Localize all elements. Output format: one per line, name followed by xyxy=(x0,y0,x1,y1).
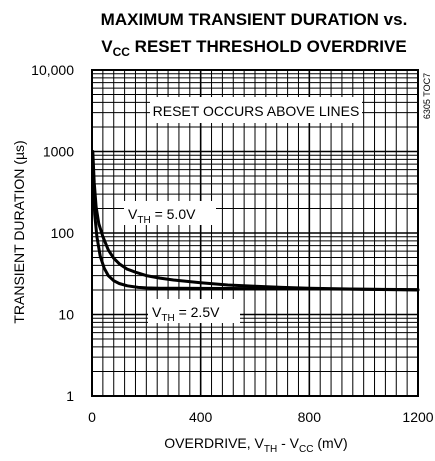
chart-code-watermark: 6305 TOC7 xyxy=(422,73,432,119)
series-label-2-sub: TH xyxy=(161,313,174,324)
series-label-bg-1 xyxy=(124,201,216,225)
y-axis-label: TRANSIENT DURATION (µs) xyxy=(11,140,27,323)
series-label-1-sub: TH xyxy=(137,215,150,226)
plot-frame xyxy=(91,69,419,397)
series-label-2-v: V xyxy=(152,304,162,320)
x-label-b: - V xyxy=(277,435,299,451)
chart-title-line2: VCC RESET THRESHOLD OVERDRIVE xyxy=(101,37,406,59)
title-rest: RESET THRESHOLD OVERDRIVE xyxy=(130,37,407,56)
x-tick-label: 800 xyxy=(298,409,322,425)
annotation-bg xyxy=(150,97,362,123)
series-group xyxy=(91,150,420,292)
tick-labels: 1 10 100 1000 10,000 0 400 800 1200 xyxy=(31,62,434,425)
title-v: V xyxy=(101,37,113,56)
x-tick-label: 400 xyxy=(189,409,213,425)
y-tick-label: 100 xyxy=(51,225,75,241)
x-label-c: (mV) xyxy=(313,435,347,451)
y-tick-label: 1 xyxy=(66,388,74,404)
series-label-1: VTH = 5.0V xyxy=(128,206,196,226)
chart-title-line1: MAXIMUM TRANSIENT DURATION vs. xyxy=(101,10,408,29)
y-tick-label: 1000 xyxy=(43,144,74,160)
x-tick-label: 1200 xyxy=(402,409,433,425)
series-label-bg-2 xyxy=(148,299,240,323)
title-sub: CC xyxy=(113,45,131,59)
y-tick-label: 10,000 xyxy=(31,62,74,78)
series-label-1-v: V xyxy=(128,206,138,222)
series-label-2: VTH = 2.5V xyxy=(152,304,220,324)
x-label-sub2: CC xyxy=(299,444,313,455)
annotation-text: RESET OCCURS ABOVE LINES xyxy=(153,103,360,119)
x-label-a: OVERDRIVE, V xyxy=(164,435,264,451)
series-label-1-rest: = 5.0V xyxy=(151,206,196,222)
series-label-2-rest: = 2.5V xyxy=(175,304,220,320)
x-tick-label: 0 xyxy=(88,409,96,425)
y-tick-label: 10 xyxy=(58,307,74,323)
series-line-2 xyxy=(91,150,420,292)
x-label-sub1: TH xyxy=(264,444,277,455)
x-axis-label: OVERDRIVE, VTH - VCC (mV) xyxy=(164,435,347,455)
